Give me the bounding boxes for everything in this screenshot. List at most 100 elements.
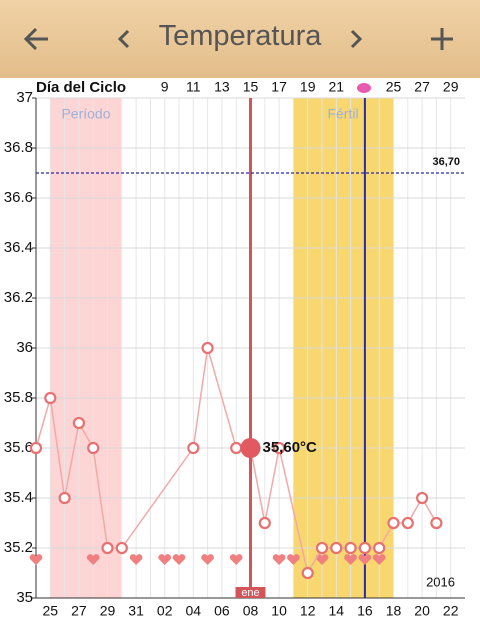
- heart-marker: [29, 554, 43, 565]
- point: [273, 441, 286, 455]
- cycle-day-label: 9: [161, 79, 169, 95]
- x-tick-label: 10: [271, 603, 287, 619]
- heart-marker: [201, 554, 214, 565]
- x-tick-label: 27: [71, 603, 87, 619]
- point: [44, 391, 57, 405]
- month-badge: [235, 587, 266, 598]
- x-tick-label: 04: [186, 603, 202, 619]
- x-tick-label: 31: [128, 603, 144, 619]
- point: [387, 516, 400, 530]
- point: [358, 541, 371, 555]
- y-tick-label: 35: [16, 589, 33, 606]
- x-tick-label: 29: [100, 603, 116, 619]
- line-segment: [278, 447, 309, 574]
- selected-label: 35,60°C: [263, 439, 318, 456]
- cycle-day-label: 17: [271, 79, 287, 95]
- heart-marker: [372, 554, 386, 565]
- header-icons: [23, 27, 453, 51]
- point: [416, 491, 429, 505]
- next-button[interactable]: [350, 29, 363, 49]
- x-tick-label: 16: [357, 603, 373, 619]
- x-tick-label: 14: [329, 603, 345, 619]
- cycle-day-label: 21: [329, 79, 345, 95]
- selected-point: [240, 438, 261, 458]
- point: [373, 541, 386, 555]
- point: [315, 541, 329, 555]
- line-segment: [35, 397, 52, 449]
- prev-button[interactable]: [117, 29, 130, 49]
- cycle-day-label: 11: [186, 79, 201, 95]
- band-label: Fértil: [327, 106, 358, 122]
- y-tick-label: 36.2: [4, 289, 33, 306]
- heart-marker: [287, 554, 300, 565]
- x-tick-label: 20: [414, 603, 430, 619]
- point: [344, 541, 357, 555]
- y-tick-label: 35.6: [4, 439, 33, 456]
- y-tick-label: 37: [16, 89, 33, 106]
- line-segment: [121, 447, 194, 549]
- point: [187, 441, 200, 455]
- y-tick-label: 35.4: [4, 489, 33, 506]
- line-segment: [206, 347, 237, 449]
- point: [258, 516, 271, 530]
- header: Temperatura: [0, 0, 480, 78]
- heart-marker: [172, 554, 186, 565]
- y-tick-label: 36.6: [4, 189, 33, 206]
- x-tick-label: 12: [300, 603, 316, 619]
- point: [87, 441, 100, 455]
- x-tick-label: 22: [443, 603, 459, 619]
- reference-label: 36,70: [432, 156, 460, 168]
- line-segment: [192, 347, 209, 449]
- cycle-day-label: 15: [243, 79, 259, 95]
- point: [201, 341, 214, 355]
- x-tick-label: 08: [243, 603, 259, 619]
- point: [301, 566, 314, 580]
- cycle-day-label: 13: [214, 79, 230, 95]
- line-segment: [49, 397, 66, 499]
- heart-marker: [315, 554, 329, 565]
- y-tick-label: 35.2: [4, 539, 33, 556]
- ovulation-icon: [357, 83, 371, 93]
- cycle-day-label: 29: [443, 79, 459, 95]
- x-tick-label: 25: [43, 603, 59, 619]
- point: [115, 541, 128, 555]
- add-button[interactable]: [431, 28, 453, 50]
- heart-marker: [358, 554, 372, 565]
- cycle-day-label: 19: [300, 79, 316, 95]
- point: [430, 516, 443, 530]
- point: [330, 541, 343, 555]
- header-title: Temperatura: [158, 20, 322, 52]
- month-label: ene: [241, 587, 259, 599]
- band-label: Período: [61, 106, 110, 122]
- cycle-label: Día del Ciclo: [36, 79, 126, 96]
- x-tick-label: 18: [386, 603, 402, 619]
- heart-marker: [229, 554, 243, 565]
- back-button[interactable]: [23, 27, 48, 51]
- x-tick-label: 02: [157, 603, 173, 619]
- point: [72, 416, 86, 430]
- cycle-day-label: 25: [386, 79, 402, 95]
- point: [58, 491, 71, 505]
- heart-marker: [86, 554, 100, 565]
- y-tick-label: 36.4: [4, 239, 33, 256]
- line-segment: [92, 447, 109, 549]
- cycle-day-label: 27: [414, 79, 430, 95]
- y-tick-label: 35.8: [4, 389, 33, 406]
- line-segment: [63, 422, 80, 499]
- x-tick-label: 06: [214, 603, 230, 619]
- line-segment: [249, 447, 266, 524]
- year-label: 2016: [426, 574, 455, 589]
- point: [101, 541, 114, 555]
- y-tick-label: 36.8: [4, 139, 33, 156]
- heart-marker: [158, 554, 172, 565]
- heart-marker: [129, 554, 143, 565]
- point: [230, 441, 243, 455]
- heart-marker: [272, 554, 286, 565]
- y-tick-label: 36: [16, 339, 33, 356]
- line-segment: [264, 447, 280, 524]
- heart-marker: [344, 554, 357, 565]
- point: [29, 441, 43, 455]
- point: [401, 516, 414, 530]
